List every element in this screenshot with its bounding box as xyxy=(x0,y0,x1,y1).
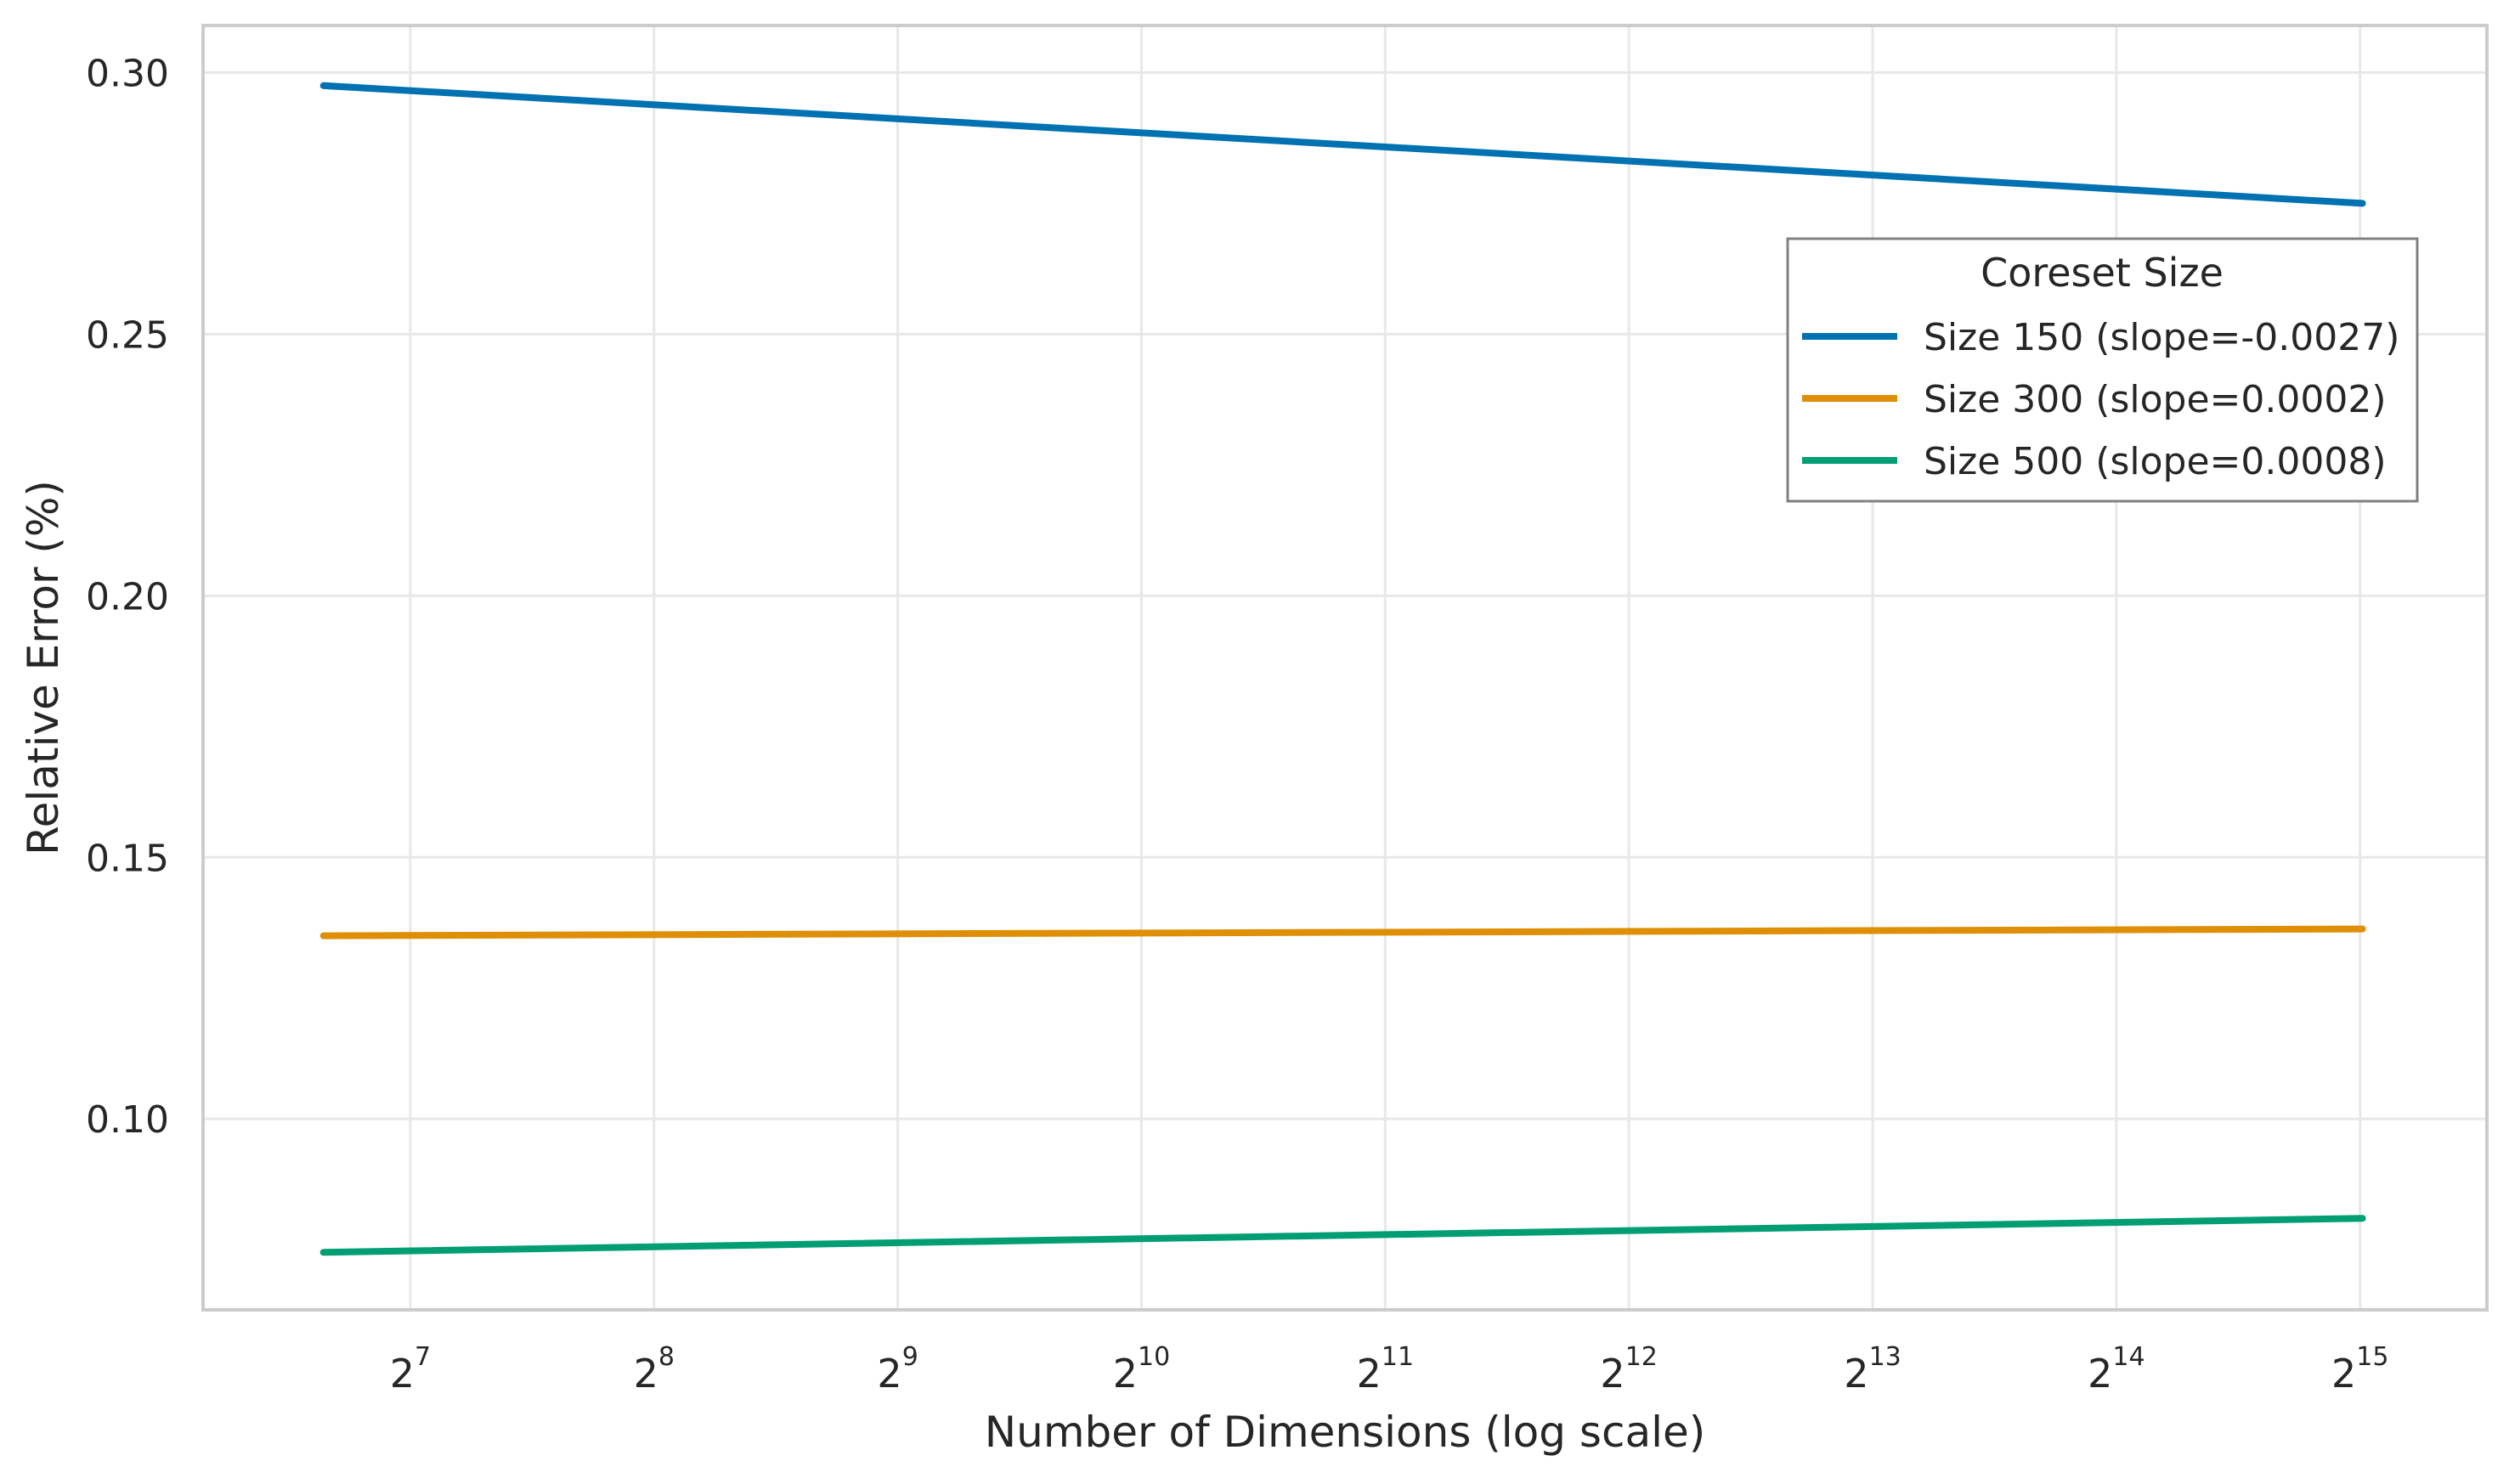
series-line-1 xyxy=(319,82,2366,207)
x-tick-label: 215 xyxy=(2331,1342,2388,1397)
plot-frame xyxy=(201,24,2489,1312)
x-tick-labels: 27 28 29 210 211 212 213 214 215 xyxy=(390,1342,2389,1397)
legend-label-1: Size 150 (slope=-0.0027) xyxy=(1924,316,2399,359)
x-tick-label: 213 xyxy=(1844,1342,1901,1397)
x-axis-title: Number of Dimensions (log scale) xyxy=(985,1408,1706,1457)
legend-items: Size 150 (slope=-0.0027) Size 300 (slope=… xyxy=(1802,316,2399,483)
series-line-2 xyxy=(319,925,2366,939)
series-lines xyxy=(319,82,2366,1256)
legend: Coreset Size Size 150 (slope=-0.0027)Siz… xyxy=(1786,237,2419,503)
x-tick-label: 210 xyxy=(1113,1342,1170,1397)
x-tick-label: 211 xyxy=(1357,1342,1414,1397)
x-tick-label: 29 xyxy=(877,1342,918,1397)
y-tick-label: 0.15 xyxy=(86,837,169,880)
legend-label-2: Size 300 (slope=0.0002) xyxy=(1924,378,2387,421)
y-tick-label: 0.20 xyxy=(86,575,169,618)
legend-title: Coreset Size xyxy=(1981,250,2224,296)
y-tick-labels: 0.10 0.15 0.20 0.25 0.30 xyxy=(86,52,169,1142)
plot-background xyxy=(203,25,2487,1310)
x-tick-label: 212 xyxy=(1600,1342,1657,1397)
x-tick-label: 214 xyxy=(2088,1342,2145,1397)
series-line-3 xyxy=(319,1215,2366,1256)
y-axis-title: Relative Error (%) xyxy=(19,480,68,855)
y-tick-label: 0.10 xyxy=(86,1098,169,1142)
x-tick-label: 27 xyxy=(390,1342,431,1397)
x-tick-label: 28 xyxy=(634,1342,675,1397)
y-tick-label: 0.30 xyxy=(86,52,169,95)
y-tick-label: 0.25 xyxy=(86,313,169,357)
legend-label-3: Size 500 (slope=0.0008) xyxy=(1924,440,2387,483)
